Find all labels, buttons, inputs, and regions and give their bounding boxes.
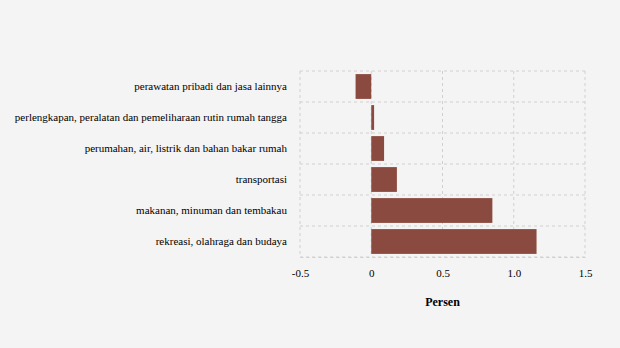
grid-line [300,102,585,103]
tick-label: perlengkapan, peralatan dan pemeliharaan… [15,111,287,123]
bar [356,74,372,99]
tick: perumahan, air, listrik dan bahan bakar … [85,142,300,154]
bars [356,74,537,254]
bar [371,167,397,192]
tick: transportasi [236,173,300,185]
tick: 1.0 [507,257,521,279]
grid-line [300,195,585,196]
tick-label: rekreasi, olahraga dan budaya [156,235,287,247]
tick-label: perumahan, air, listrik dan bahan bakar … [85,142,288,154]
bar [371,229,536,254]
axis-line [300,72,301,258]
tick-label: 0 [369,267,375,279]
bar [371,105,374,130]
tick: 0.5 [436,257,450,279]
x-axis: -0.5 0 0.5 1.0 1.5 [292,257,593,279]
tick: 0 [369,257,375,279]
tick-label: 1.0 [507,267,521,279]
tick-label: makanan, minuman dan tembakau [136,204,287,216]
axis-line [301,257,586,258]
y-axis: perawatan pribadi dan jasa lainnya perlen… [15,72,301,258]
bar [371,136,384,161]
grid-line [300,164,585,165]
tick-label: transportasi [236,173,287,185]
tick: 1.5 [579,257,593,279]
tick-label: perawatan pribadi dan jasa lainnya [134,80,287,92]
grid-line [300,71,585,72]
tick: rekreasi, olahraga dan budaya [156,235,300,247]
tick-label: 0.5 [436,267,450,279]
axis-title: Persen [425,295,460,309]
chart: -0.5 0 0.5 1.0 1.5 perawatan pribadi dan jasa… [0,0,620,348]
plot: -0.5 0 0.5 1.0 1.5 perawatan pribadi dan jasa… [15,71,593,279]
grid-line [300,226,585,227]
tick-label: -0.5 [292,267,310,279]
tick: perawatan pribadi dan jasa lainnya [134,80,300,92]
tick-label: 1.5 [579,267,593,279]
bar [371,198,492,223]
tick: perlengkapan, peralatan dan pemeliharaan… [15,111,300,123]
grid-line [300,133,585,134]
grid-line [300,257,585,258]
tick: -0.5 [292,257,310,279]
grid [300,71,585,257]
tick: makanan, minuman dan tembakau [136,204,300,216]
